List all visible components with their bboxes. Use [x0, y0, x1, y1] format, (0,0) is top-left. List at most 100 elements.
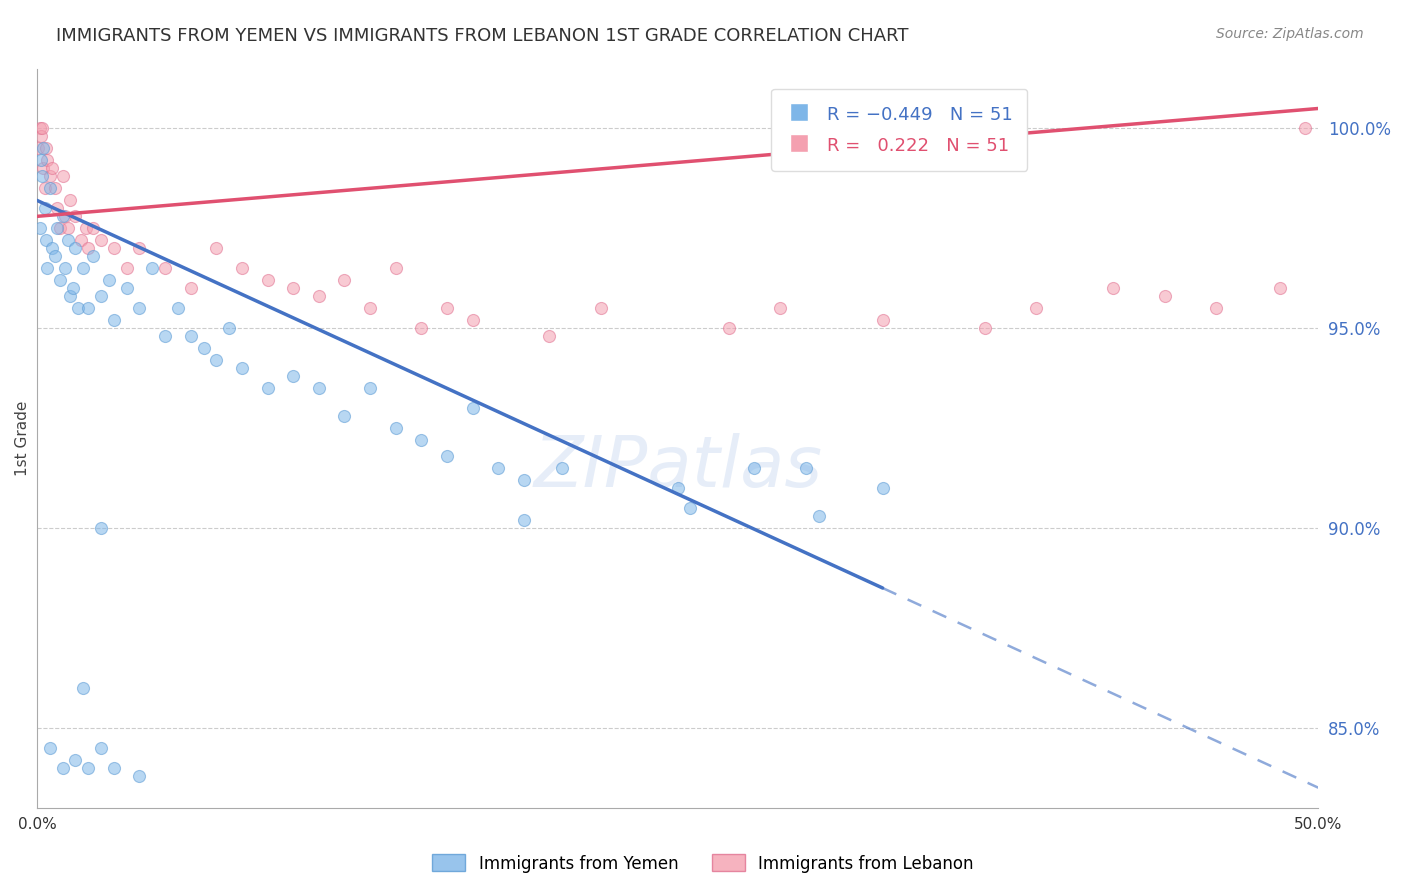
Point: [69, 233, 91, 247]
Point: [103, 241, 125, 255]
Legend: R = −0.449   N = 51, R =   0.222   N = 51: R = −0.449 N = 51, R = 0.222 N = 51: [770, 88, 1028, 170]
Point: [666, 481, 689, 495]
Point: [65, 210, 87, 224]
Point: [30, 129, 52, 144]
Point: [218, 321, 240, 335]
Point: [103, 761, 125, 775]
Point: [1025, 301, 1047, 316]
Point: [62, 281, 84, 295]
Point: [52, 761, 75, 775]
Point: [205, 241, 228, 255]
Point: [794, 461, 817, 475]
Point: [141, 261, 163, 276]
Point: [411, 433, 433, 447]
Point: [1268, 281, 1291, 295]
Point: [256, 273, 278, 287]
Point: [256, 381, 278, 395]
Point: [82, 221, 104, 235]
Point: [65, 241, 87, 255]
Point: [59, 194, 82, 208]
Point: [32, 141, 55, 155]
Point: [38, 740, 60, 755]
Point: [44, 249, 66, 263]
Point: [30, 153, 52, 168]
Point: [974, 321, 997, 335]
Text: IMMIGRANTS FROM YEMEN VS IMMIGRANTS FROM LEBANON 1ST GRADE CORRELATION CHART: IMMIGRANTS FROM YEMEN VS IMMIGRANTS FROM…: [56, 27, 908, 45]
Point: [28, 121, 51, 136]
Point: [66, 301, 89, 316]
Point: [38, 181, 60, 195]
Point: [56, 221, 79, 235]
Point: [35, 141, 58, 155]
Point: [65, 753, 87, 767]
Point: [486, 461, 509, 475]
Point: [744, 461, 766, 475]
Point: [589, 301, 612, 316]
Point: [461, 401, 484, 416]
Point: [59, 289, 82, 303]
Point: [283, 281, 305, 295]
Point: [37, 261, 59, 276]
Point: [128, 241, 150, 255]
Point: [167, 301, 190, 316]
Point: [77, 301, 100, 316]
Point: [717, 321, 740, 335]
Point: [359, 301, 381, 316]
Point: [1205, 301, 1227, 316]
Point: [31, 121, 53, 136]
Point: [180, 329, 202, 343]
Point: [333, 409, 356, 424]
Point: [115, 261, 138, 276]
Point: [34, 202, 56, 216]
Point: [35, 233, 58, 247]
Point: [38, 169, 60, 184]
Point: [538, 329, 561, 343]
Point: [180, 281, 202, 295]
Point: [411, 321, 433, 335]
Point: [359, 381, 381, 395]
Point: [551, 461, 574, 475]
Point: [72, 681, 94, 695]
Point: [308, 289, 330, 303]
Point: [513, 473, 536, 487]
Point: [49, 273, 72, 287]
Point: [41, 161, 63, 176]
Point: [90, 289, 112, 303]
Point: [46, 202, 69, 216]
Point: [872, 481, 894, 495]
Point: [90, 233, 112, 247]
Point: [231, 361, 253, 376]
Point: [193, 341, 215, 355]
Point: [872, 313, 894, 327]
Point: [97, 273, 120, 287]
Point: [679, 501, 702, 516]
Point: [52, 169, 75, 184]
Point: [807, 508, 830, 523]
Point: [77, 761, 100, 775]
Point: [31, 169, 53, 184]
Point: [1102, 281, 1125, 295]
Text: ZIPatlas: ZIPatlas: [533, 434, 823, 502]
Point: [769, 301, 792, 316]
Point: [34, 181, 56, 195]
Point: [56, 233, 79, 247]
Point: [333, 273, 356, 287]
Point: [77, 241, 100, 255]
Point: [461, 313, 484, 327]
Point: [37, 153, 59, 168]
Point: [53, 261, 76, 276]
Point: [44, 181, 66, 195]
Point: [384, 261, 406, 276]
Y-axis label: 1st Grade: 1st Grade: [15, 401, 30, 475]
Point: [53, 210, 76, 224]
Point: [49, 221, 72, 235]
Point: [41, 241, 63, 255]
Point: [46, 221, 69, 235]
Point: [513, 513, 536, 527]
Point: [75, 221, 97, 235]
Point: [72, 261, 94, 276]
Point: [384, 421, 406, 435]
Point: [153, 261, 176, 276]
Point: [27, 141, 49, 155]
Point: [153, 329, 176, 343]
